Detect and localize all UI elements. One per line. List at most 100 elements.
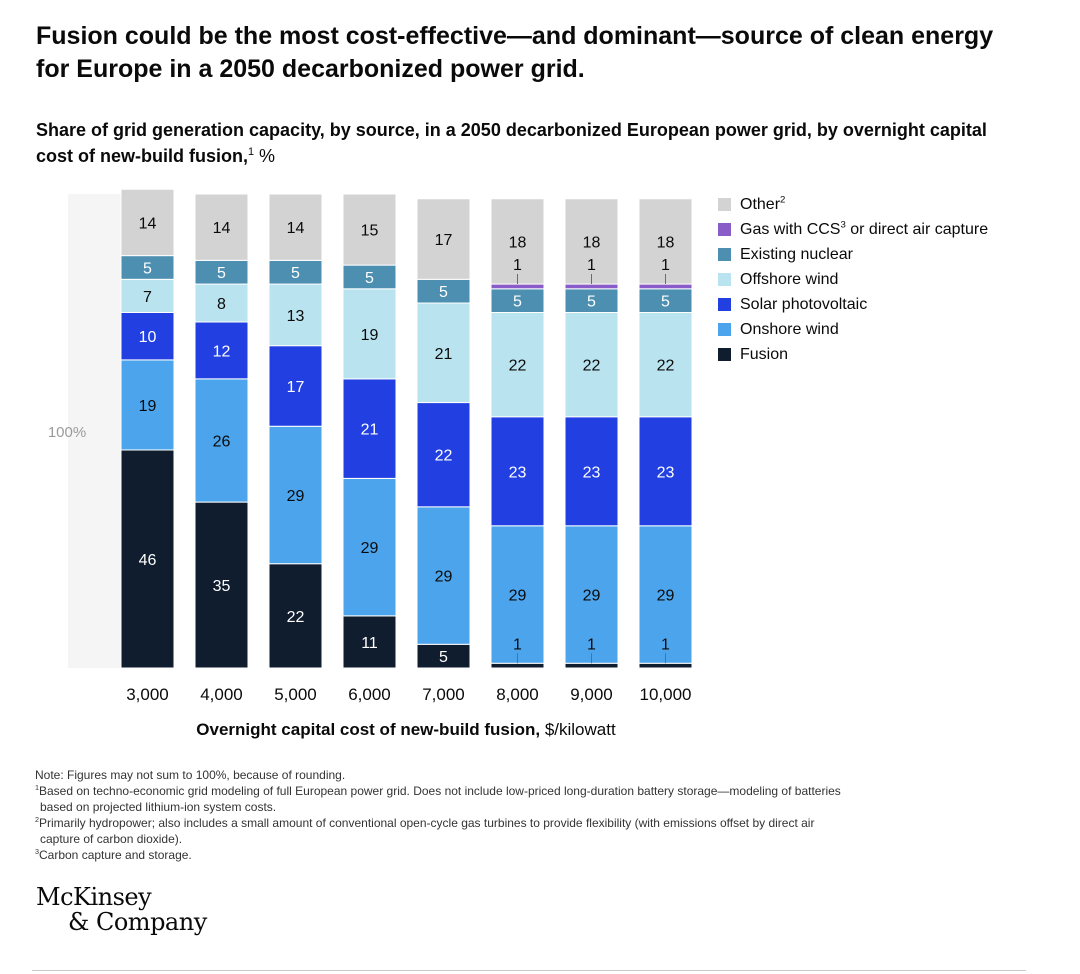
bar-segment-solar-photovoltaic-3 xyxy=(342,378,397,479)
legend-item: Offshore wind xyxy=(718,267,988,292)
bar-segment-offshore-wind-4 xyxy=(416,302,471,404)
bar-segment-onshore-wind-1 xyxy=(194,378,249,503)
data-label-solar-photovoltaic-0: 10 xyxy=(139,329,157,346)
footnote-1-text: Based on techno-economic grid modeling o… xyxy=(39,784,841,798)
bar-segment-offshore-wind-5 xyxy=(490,312,545,418)
data-label-existing-nuclear-7: 5 xyxy=(661,294,670,311)
data-label-fusion-3: 11 xyxy=(361,635,378,652)
legend-item: Onshore wind xyxy=(718,317,988,342)
legend-swatch xyxy=(718,273,731,286)
x-tick-label-2: 5,000 xyxy=(274,685,317,704)
legend-footnote-ref: 2 xyxy=(780,194,786,206)
data-label-solar-photovoltaic-2: 17 xyxy=(287,379,305,396)
legend-item: Fusion xyxy=(718,342,988,367)
footnotes: Note: Figures may not sum to 100%, becau… xyxy=(35,767,995,863)
data-label-onshore-wind-4: 29 xyxy=(435,569,453,586)
data-label-gas-with-ccs-or-direct-air-capture-5: 1 xyxy=(513,257,522,274)
bar-segment-solar-photovoltaic-7 xyxy=(638,416,693,527)
bar-segment-other-6 xyxy=(564,198,619,285)
data-label-other-4: 17 xyxy=(435,232,453,249)
subtitle-unit: % xyxy=(254,146,276,166)
data-label-onshore-wind-6: 29 xyxy=(583,588,601,605)
bar-segment-solar-photovoltaic-6 xyxy=(564,416,619,527)
legend-item: Gas with CCS3 or direct air capture xyxy=(718,217,988,242)
logo-line-2: & Company xyxy=(68,908,207,936)
footnote-1: 1Based on techno-economic grid modeling … xyxy=(35,783,995,799)
data-label-existing-nuclear-4: 5 xyxy=(439,284,448,301)
bar-segment-other-1 xyxy=(194,193,249,261)
mckinsey-logo: McKinsey & Company xyxy=(36,885,207,935)
x-axis-title-unit: $/kilowatt xyxy=(540,720,616,739)
bar-segment-onshore-wind-6 xyxy=(564,525,619,664)
legend-swatch xyxy=(718,248,731,261)
data-label-fusion-0: 46 xyxy=(139,552,157,569)
data-label-existing-nuclear-3: 5 xyxy=(365,270,374,287)
bar-segment-solar-photovoltaic-2 xyxy=(268,345,323,427)
footnote-2: 2Primarily hydropower; also includes a s… xyxy=(35,815,995,831)
x-tick-label-0: 3,000 xyxy=(126,685,169,704)
chart-reference-panel xyxy=(68,194,122,668)
y-reference-label: 100% xyxy=(48,424,86,441)
data-label-fusion-6: 1 xyxy=(587,636,596,653)
legend-label-main: Gas with CCS xyxy=(740,220,841,238)
legend-swatch xyxy=(718,323,731,336)
legend-label: Existing nuclear xyxy=(740,246,853,264)
legend-label-main: Solar photovoltaic xyxy=(740,295,868,313)
bar-segment-fusion-5 xyxy=(490,662,545,669)
data-label-existing-nuclear-6: 5 xyxy=(587,294,596,311)
bar-segment-offshore-wind-0 xyxy=(120,278,175,314)
legend-label: Other2 xyxy=(740,194,786,214)
data-label-offshore-wind-5: 22 xyxy=(509,358,527,375)
note-rounding: Note: Figures may not sum to 100%, becau… xyxy=(35,768,346,782)
data-label-onshore-wind-5: 29 xyxy=(509,588,527,605)
legend-swatch xyxy=(718,298,731,311)
legend-swatch xyxy=(718,348,731,361)
bar-segment-offshore-wind-1 xyxy=(194,283,249,323)
data-label-other-1: 14 xyxy=(213,220,231,237)
legend-label-main: Existing nuclear xyxy=(740,245,853,263)
bar-segment-other-0 xyxy=(120,188,175,257)
data-label-offshore-wind-4: 21 xyxy=(435,346,453,363)
data-label-offshore-wind-0: 7 xyxy=(143,289,152,306)
subtitle-footnote-ref: 1 xyxy=(247,146,254,158)
data-label-onshore-wind-7: 29 xyxy=(657,588,675,605)
x-tick-label-1: 4,000 xyxy=(200,685,243,704)
data-label-solar-photovoltaic-6: 23 xyxy=(583,464,601,481)
x-axis-title: Overnight capital cost of new-build fusi… xyxy=(0,720,812,740)
data-label-existing-nuclear-2: 5 xyxy=(291,265,300,282)
data-label-gas-with-ccs-or-direct-air-capture-7: 1 xyxy=(661,257,670,274)
legend-swatch xyxy=(718,198,731,211)
x-tick-label-4: 7,000 xyxy=(422,685,465,704)
bar-segment-gas-with-ccs-or-direct-air-capture-6 xyxy=(564,283,619,290)
bottom-divider xyxy=(32,970,1026,971)
chart-legend: Other2 Gas with CCS3 or direct air captur… xyxy=(718,192,988,367)
data-label-solar-photovoltaic-5: 23 xyxy=(509,464,527,481)
bar-segment-fusion-1 xyxy=(194,501,249,669)
data-label-onshore-wind-2: 29 xyxy=(287,488,305,505)
bar-segment-onshore-wind-7 xyxy=(638,525,693,664)
legend-label: Offshore wind xyxy=(740,271,838,289)
stacked-bar-chart: 100%46191075143,00035261285144,000222917… xyxy=(48,188,693,704)
bar-segment-solar-photovoltaic-1 xyxy=(194,321,249,380)
legend-item: Solar photovoltaic xyxy=(718,292,988,317)
bar-segment-solar-photovoltaic-4 xyxy=(416,402,471,508)
legend-label: Onshore wind xyxy=(740,321,839,339)
data-label-offshore-wind-6: 22 xyxy=(583,358,601,375)
data-label-offshore-wind-1: 8 xyxy=(217,296,226,313)
bar-segment-other-7 xyxy=(638,198,693,285)
bar-segment-onshore-wind-3 xyxy=(342,477,397,617)
bar-segment-solar-photovoltaic-0 xyxy=(120,312,175,361)
bar-segment-onshore-wind-2 xyxy=(268,425,323,565)
data-label-onshore-wind-1: 26 xyxy=(213,433,231,450)
data-label-solar-photovoltaic-1: 12 xyxy=(213,343,231,360)
legend-label: Solar photovoltaic xyxy=(740,296,867,314)
bar-segment-other-5 xyxy=(490,198,545,285)
legend-swatch xyxy=(718,223,731,236)
chart-subtitle: Share of grid generation capacity, by so… xyxy=(36,117,996,169)
legend-label-main: Onshore wind xyxy=(740,320,839,338)
data-label-fusion-5: 1 xyxy=(513,636,522,653)
data-label-other-7: 18 xyxy=(657,234,675,251)
legend-item: Other2 xyxy=(718,192,988,217)
data-label-other-6: 18 xyxy=(583,234,601,251)
footnote-3: 3Carbon capture and storage. xyxy=(35,847,995,863)
